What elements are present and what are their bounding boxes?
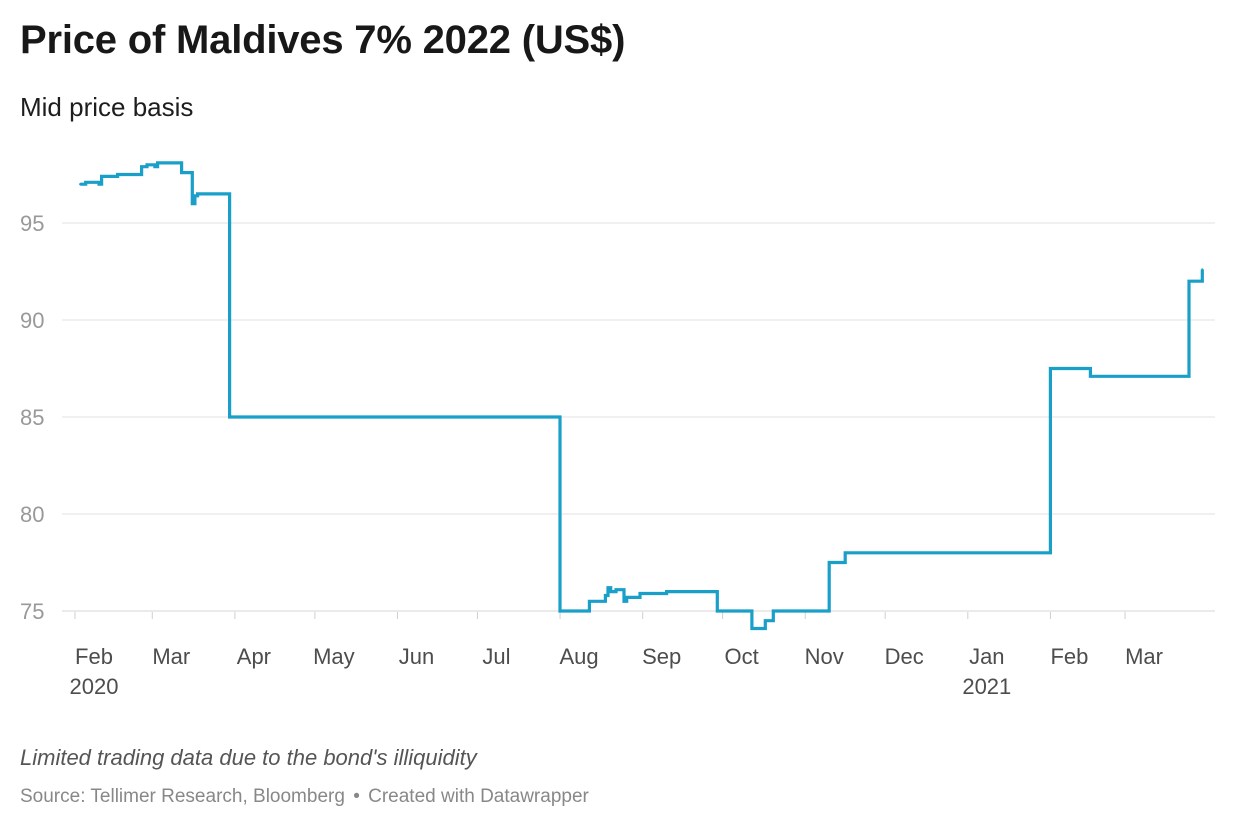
data-point [750, 627, 754, 630]
data-point [180, 171, 183, 174]
source-separator: • [353, 786, 360, 807]
x-tick-label: Sep [642, 644, 681, 669]
data-point [606, 586, 610, 589]
data-point [652, 592, 655, 595]
credit-text: Created with Datawrapper [368, 786, 589, 807]
x-tick-label: Oct [724, 644, 758, 669]
data-point [588, 600, 591, 603]
data-point [772, 609, 775, 613]
gridlines [62, 222, 1215, 612]
data-point [156, 161, 159, 165]
x-tick-label: Jan [969, 644, 1004, 669]
x-tick-label: Mar [1125, 644, 1163, 669]
y-tick-label: 95 [20, 211, 44, 236]
x-tick-year-label: 2020 [70, 674, 119, 699]
data-point [622, 600, 626, 603]
series-layer [79, 161, 1204, 631]
data-point [228, 415, 231, 419]
y-tick-label: 85 [20, 405, 44, 430]
data-point [844, 551, 847, 554]
x-tick-label: Mar [152, 644, 190, 669]
x-tick-label: Jun [399, 644, 434, 669]
data-point [604, 594, 607, 597]
x-tick-label: Aug [559, 644, 598, 669]
x-tick-label: Dec [885, 644, 924, 669]
data-point [716, 609, 719, 613]
data-point [1201, 268, 1204, 271]
data-point [1089, 375, 1092, 378]
x-axis-ticks: Feb 2020 Mar Apr May Jun Jul Aug Sep Oct Nov Dec Jan… [70, 612, 1163, 699]
price-line-chart: 75 80 85 90 95 Feb 2020 Mar Apr May Jun Jul Aug Sep O… [20, 161, 1215, 699]
data-point [247, 415, 250, 419]
data-point [263, 415, 266, 419]
data-point [100, 175, 103, 178]
data-point [145, 163, 149, 166]
data-point [191, 202, 194, 205]
data-point [724, 609, 727, 613]
data-point [1187, 280, 1191, 283]
y-tick-label: 75 [20, 599, 44, 624]
y-axis-ticks: 75 80 85 90 95 [20, 211, 44, 624]
data-point [193, 194, 197, 197]
data-point [97, 183, 101, 186]
data-point [153, 165, 157, 168]
data-point [638, 592, 642, 595]
chart-note: Limited trading data due to the bond's i… [20, 745, 477, 770]
y-tick-label: 80 [20, 502, 44, 527]
chart-title: Price of Maldives 7% 2022 (US$) [20, 18, 626, 62]
data-point [196, 192, 199, 196]
y-tick-label: 90 [20, 308, 44, 333]
data-point [558, 609, 562, 613]
x-tick-label: Feb [75, 644, 113, 669]
data-point [582, 609, 586, 613]
x-tick-label: Nov [805, 644, 844, 669]
data-point [614, 588, 618, 591]
series-line-0 [80, 161, 1204, 631]
data-point [625, 596, 628, 599]
data-point [116, 173, 119, 176]
data-point [127, 173, 130, 176]
data-point [1049, 367, 1052, 370]
data-point [79, 183, 82, 186]
x-tick-label: Feb [1050, 644, 1088, 669]
x-tick-label: Jul [482, 644, 510, 669]
data-point [140, 165, 143, 168]
chart-subtitle: Mid price basis [20, 92, 194, 122]
data-point [175, 161, 178, 165]
source-text: Source: Tellimer Research, Bloomberg [20, 786, 345, 807]
chart-source: Source: Tellimer Research, Bloomberg • C… [20, 786, 589, 808]
data-point [665, 590, 668, 593]
x-tick-label: May [313, 644, 355, 669]
data-point [764, 619, 767, 622]
x-tick-year-label: 2021 [962, 674, 1011, 699]
data-point [84, 181, 87, 184]
data-point [609, 590, 612, 593]
x-tick-label: Apr [237, 644, 271, 669]
data-point [828, 561, 831, 564]
data-point [780, 609, 783, 613]
